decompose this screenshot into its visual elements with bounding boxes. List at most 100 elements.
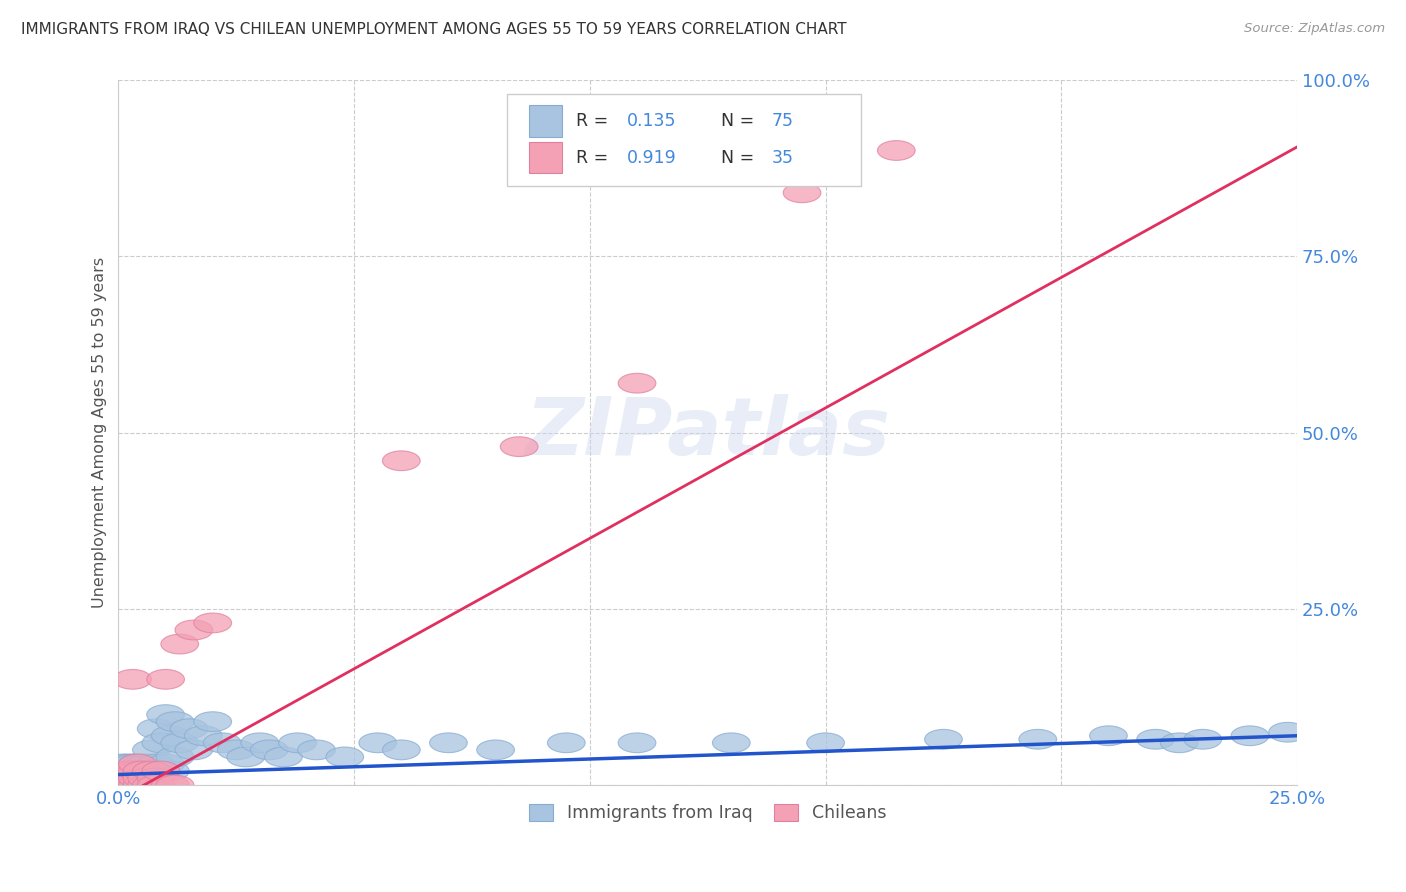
Ellipse shape — [382, 740, 420, 760]
Ellipse shape — [146, 670, 184, 690]
Ellipse shape — [128, 775, 166, 795]
Ellipse shape — [132, 740, 170, 760]
Ellipse shape — [382, 450, 420, 471]
Ellipse shape — [925, 730, 962, 749]
Ellipse shape — [152, 726, 190, 746]
Ellipse shape — [114, 775, 152, 795]
Ellipse shape — [114, 768, 152, 788]
Ellipse shape — [146, 705, 184, 724]
Ellipse shape — [118, 775, 156, 795]
Ellipse shape — [1160, 733, 1198, 753]
Ellipse shape — [156, 712, 194, 731]
Ellipse shape — [124, 768, 160, 788]
Text: ZIPatlas: ZIPatlas — [526, 393, 890, 472]
Ellipse shape — [104, 768, 142, 788]
Ellipse shape — [118, 754, 156, 774]
Ellipse shape — [104, 754, 142, 774]
Text: N =: N = — [721, 112, 759, 130]
FancyBboxPatch shape — [508, 94, 860, 186]
Ellipse shape — [1019, 730, 1057, 749]
Ellipse shape — [1137, 730, 1174, 749]
Ellipse shape — [264, 747, 302, 767]
Ellipse shape — [218, 740, 254, 760]
Ellipse shape — [1090, 726, 1128, 746]
Ellipse shape — [174, 740, 212, 760]
Ellipse shape — [138, 775, 174, 795]
Ellipse shape — [204, 733, 240, 753]
Ellipse shape — [160, 733, 198, 753]
Ellipse shape — [110, 761, 146, 780]
Ellipse shape — [110, 775, 146, 795]
Ellipse shape — [298, 740, 335, 760]
Ellipse shape — [110, 768, 146, 788]
Ellipse shape — [250, 740, 288, 760]
Ellipse shape — [114, 768, 152, 788]
Ellipse shape — [547, 733, 585, 753]
Ellipse shape — [194, 712, 232, 731]
Ellipse shape — [124, 768, 160, 788]
Ellipse shape — [110, 775, 146, 795]
Ellipse shape — [110, 761, 146, 780]
Ellipse shape — [132, 761, 170, 780]
Ellipse shape — [118, 775, 156, 795]
Ellipse shape — [1184, 730, 1222, 749]
Ellipse shape — [142, 761, 180, 780]
Ellipse shape — [174, 620, 212, 640]
Ellipse shape — [118, 754, 156, 774]
Ellipse shape — [114, 775, 152, 795]
Ellipse shape — [713, 733, 751, 753]
Ellipse shape — [124, 761, 160, 780]
Ellipse shape — [240, 733, 278, 753]
Ellipse shape — [114, 761, 152, 780]
Ellipse shape — [132, 768, 170, 788]
Ellipse shape — [132, 775, 170, 795]
Ellipse shape — [124, 775, 160, 795]
Ellipse shape — [104, 775, 142, 795]
Text: R =: R = — [575, 149, 613, 167]
Text: R =: R = — [575, 112, 613, 130]
Ellipse shape — [142, 761, 180, 780]
Ellipse shape — [156, 775, 194, 795]
Ellipse shape — [278, 733, 316, 753]
Ellipse shape — [138, 768, 174, 788]
Ellipse shape — [118, 768, 156, 788]
Ellipse shape — [124, 754, 160, 774]
Ellipse shape — [128, 754, 166, 774]
Ellipse shape — [226, 747, 264, 767]
Text: Source: ZipAtlas.com: Source: ZipAtlas.com — [1244, 22, 1385, 36]
Ellipse shape — [124, 761, 160, 780]
Ellipse shape — [194, 613, 232, 632]
Ellipse shape — [110, 754, 146, 774]
Ellipse shape — [877, 141, 915, 161]
Ellipse shape — [104, 768, 142, 788]
Ellipse shape — [128, 775, 166, 795]
Text: 0.135: 0.135 — [627, 112, 676, 130]
Ellipse shape — [110, 775, 146, 795]
Ellipse shape — [138, 754, 174, 774]
Ellipse shape — [501, 437, 538, 457]
Ellipse shape — [619, 374, 655, 393]
FancyBboxPatch shape — [529, 142, 561, 173]
Text: 0.919: 0.919 — [627, 149, 676, 167]
Y-axis label: Unemployment Among Ages 55 to 59 years: Unemployment Among Ages 55 to 59 years — [93, 257, 107, 608]
Ellipse shape — [1232, 726, 1268, 746]
Text: N =: N = — [721, 149, 759, 167]
Ellipse shape — [114, 761, 152, 780]
Ellipse shape — [104, 775, 142, 795]
Ellipse shape — [807, 733, 845, 753]
Ellipse shape — [110, 768, 146, 788]
Ellipse shape — [118, 761, 156, 780]
Ellipse shape — [152, 761, 190, 780]
Ellipse shape — [128, 768, 166, 788]
Ellipse shape — [128, 768, 166, 788]
Ellipse shape — [114, 775, 152, 795]
Ellipse shape — [118, 768, 156, 788]
Legend: Immigrants from Iraq, Chileans: Immigrants from Iraq, Chileans — [522, 797, 893, 830]
Ellipse shape — [104, 775, 142, 795]
Ellipse shape — [160, 634, 198, 654]
Ellipse shape — [170, 719, 208, 739]
Ellipse shape — [104, 761, 142, 780]
Ellipse shape — [138, 719, 174, 739]
Ellipse shape — [619, 733, 655, 753]
Ellipse shape — [184, 726, 222, 746]
